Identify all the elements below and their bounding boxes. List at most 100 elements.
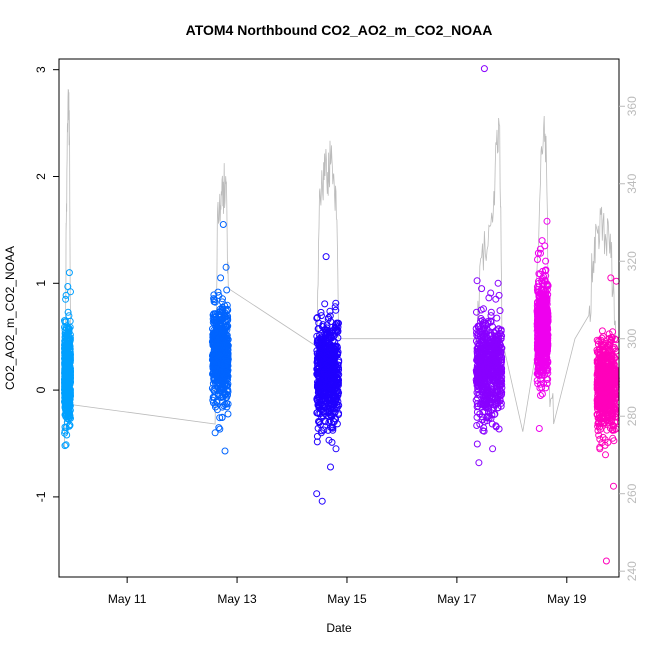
data-point <box>218 368 226 376</box>
data-point <box>222 354 230 362</box>
data-point <box>542 384 550 392</box>
data-point <box>326 423 334 431</box>
data-point <box>533 370 541 378</box>
data-point <box>480 427 488 435</box>
data-point <box>217 313 225 321</box>
data-point <box>216 425 224 433</box>
data-point <box>536 302 543 310</box>
data-point <box>313 314 321 321</box>
y-tick-label: 3 <box>34 66 48 73</box>
data-point <box>490 342 498 350</box>
data-point <box>494 377 502 385</box>
y2-tick-label: 300 <box>625 328 639 348</box>
data-point <box>330 405 338 413</box>
data-point <box>498 377 506 385</box>
data-point <box>606 340 614 348</box>
data-point <box>331 303 339 311</box>
data-point <box>481 397 489 405</box>
y-axis-label: CO2_AO2_m_CO2_NOAA <box>3 246 17 390</box>
data-point <box>610 426 618 434</box>
data-point <box>209 380 217 388</box>
data-point <box>333 326 341 334</box>
data-point <box>209 341 217 349</box>
data-point <box>211 332 219 340</box>
data-point-outlier <box>67 288 74 296</box>
data-point <box>323 355 331 363</box>
chart-title: ATOM4 Northbound CO2_AO2_m_CO2_NOAA <box>186 22 493 38</box>
data-point <box>543 380 551 387</box>
data-point <box>487 308 495 316</box>
data-point <box>322 379 330 387</box>
data-point <box>487 372 495 380</box>
data-point <box>542 272 550 280</box>
data-point <box>487 317 495 325</box>
data-point <box>63 418 71 426</box>
data-point <box>498 364 506 372</box>
series-4 <box>472 65 506 467</box>
data-point <box>492 422 500 430</box>
data-point <box>604 402 612 410</box>
x-tick-label: May 19 <box>547 592 587 606</box>
data-point-outlier <box>313 490 321 498</box>
data-point <box>478 388 486 396</box>
data-point <box>497 361 505 368</box>
data-point <box>483 387 491 395</box>
data-point <box>334 375 342 383</box>
data-point <box>215 320 223 328</box>
data-point <box>313 350 321 358</box>
data-point <box>603 376 611 384</box>
data-point <box>317 344 324 352</box>
data-point <box>218 298 226 306</box>
data-point <box>491 410 499 418</box>
series-2 <box>208 221 232 455</box>
data-point <box>215 424 223 432</box>
data-point <box>543 354 551 362</box>
data-point <box>537 337 545 345</box>
data-point <box>595 415 603 423</box>
data-point <box>535 280 542 287</box>
data-point <box>330 367 338 375</box>
data-point <box>494 337 502 345</box>
data-point <box>327 384 335 392</box>
data-point <box>606 424 614 432</box>
data-point <box>473 400 481 407</box>
data-point <box>320 391 328 399</box>
data-point <box>535 283 543 291</box>
data-point <box>218 350 226 358</box>
data-point <box>66 351 74 359</box>
data-point <box>65 352 73 359</box>
data-point <box>473 308 480 316</box>
data-point <box>543 324 551 332</box>
data-point <box>319 321 327 329</box>
data-point <box>224 316 232 324</box>
data-point <box>479 321 487 329</box>
data-point <box>322 393 330 401</box>
data-point <box>594 389 602 397</box>
data-point <box>325 402 332 410</box>
data-point <box>65 401 73 409</box>
data-point <box>209 399 217 407</box>
data-point-outlier <box>64 283 72 290</box>
data-point <box>328 343 336 351</box>
data-point <box>474 323 482 331</box>
data-point <box>492 390 499 398</box>
data-point-outlier <box>322 253 330 261</box>
data-point <box>542 289 550 297</box>
x-tick-label: May 13 <box>217 592 257 606</box>
data-point <box>327 333 334 340</box>
data-point <box>63 324 71 332</box>
data-point <box>611 410 619 418</box>
data-point <box>538 295 546 303</box>
data-point <box>473 440 481 448</box>
data-point <box>221 335 229 343</box>
data-point <box>222 350 230 358</box>
x-tick-label: May 15 <box>327 592 367 606</box>
data-point <box>596 395 604 403</box>
data-point <box>329 380 337 388</box>
data-point <box>611 405 619 413</box>
data-point <box>323 324 331 332</box>
data-point <box>62 371 70 379</box>
data-point <box>62 441 70 449</box>
data-point <box>473 372 481 379</box>
data-point <box>217 336 225 344</box>
